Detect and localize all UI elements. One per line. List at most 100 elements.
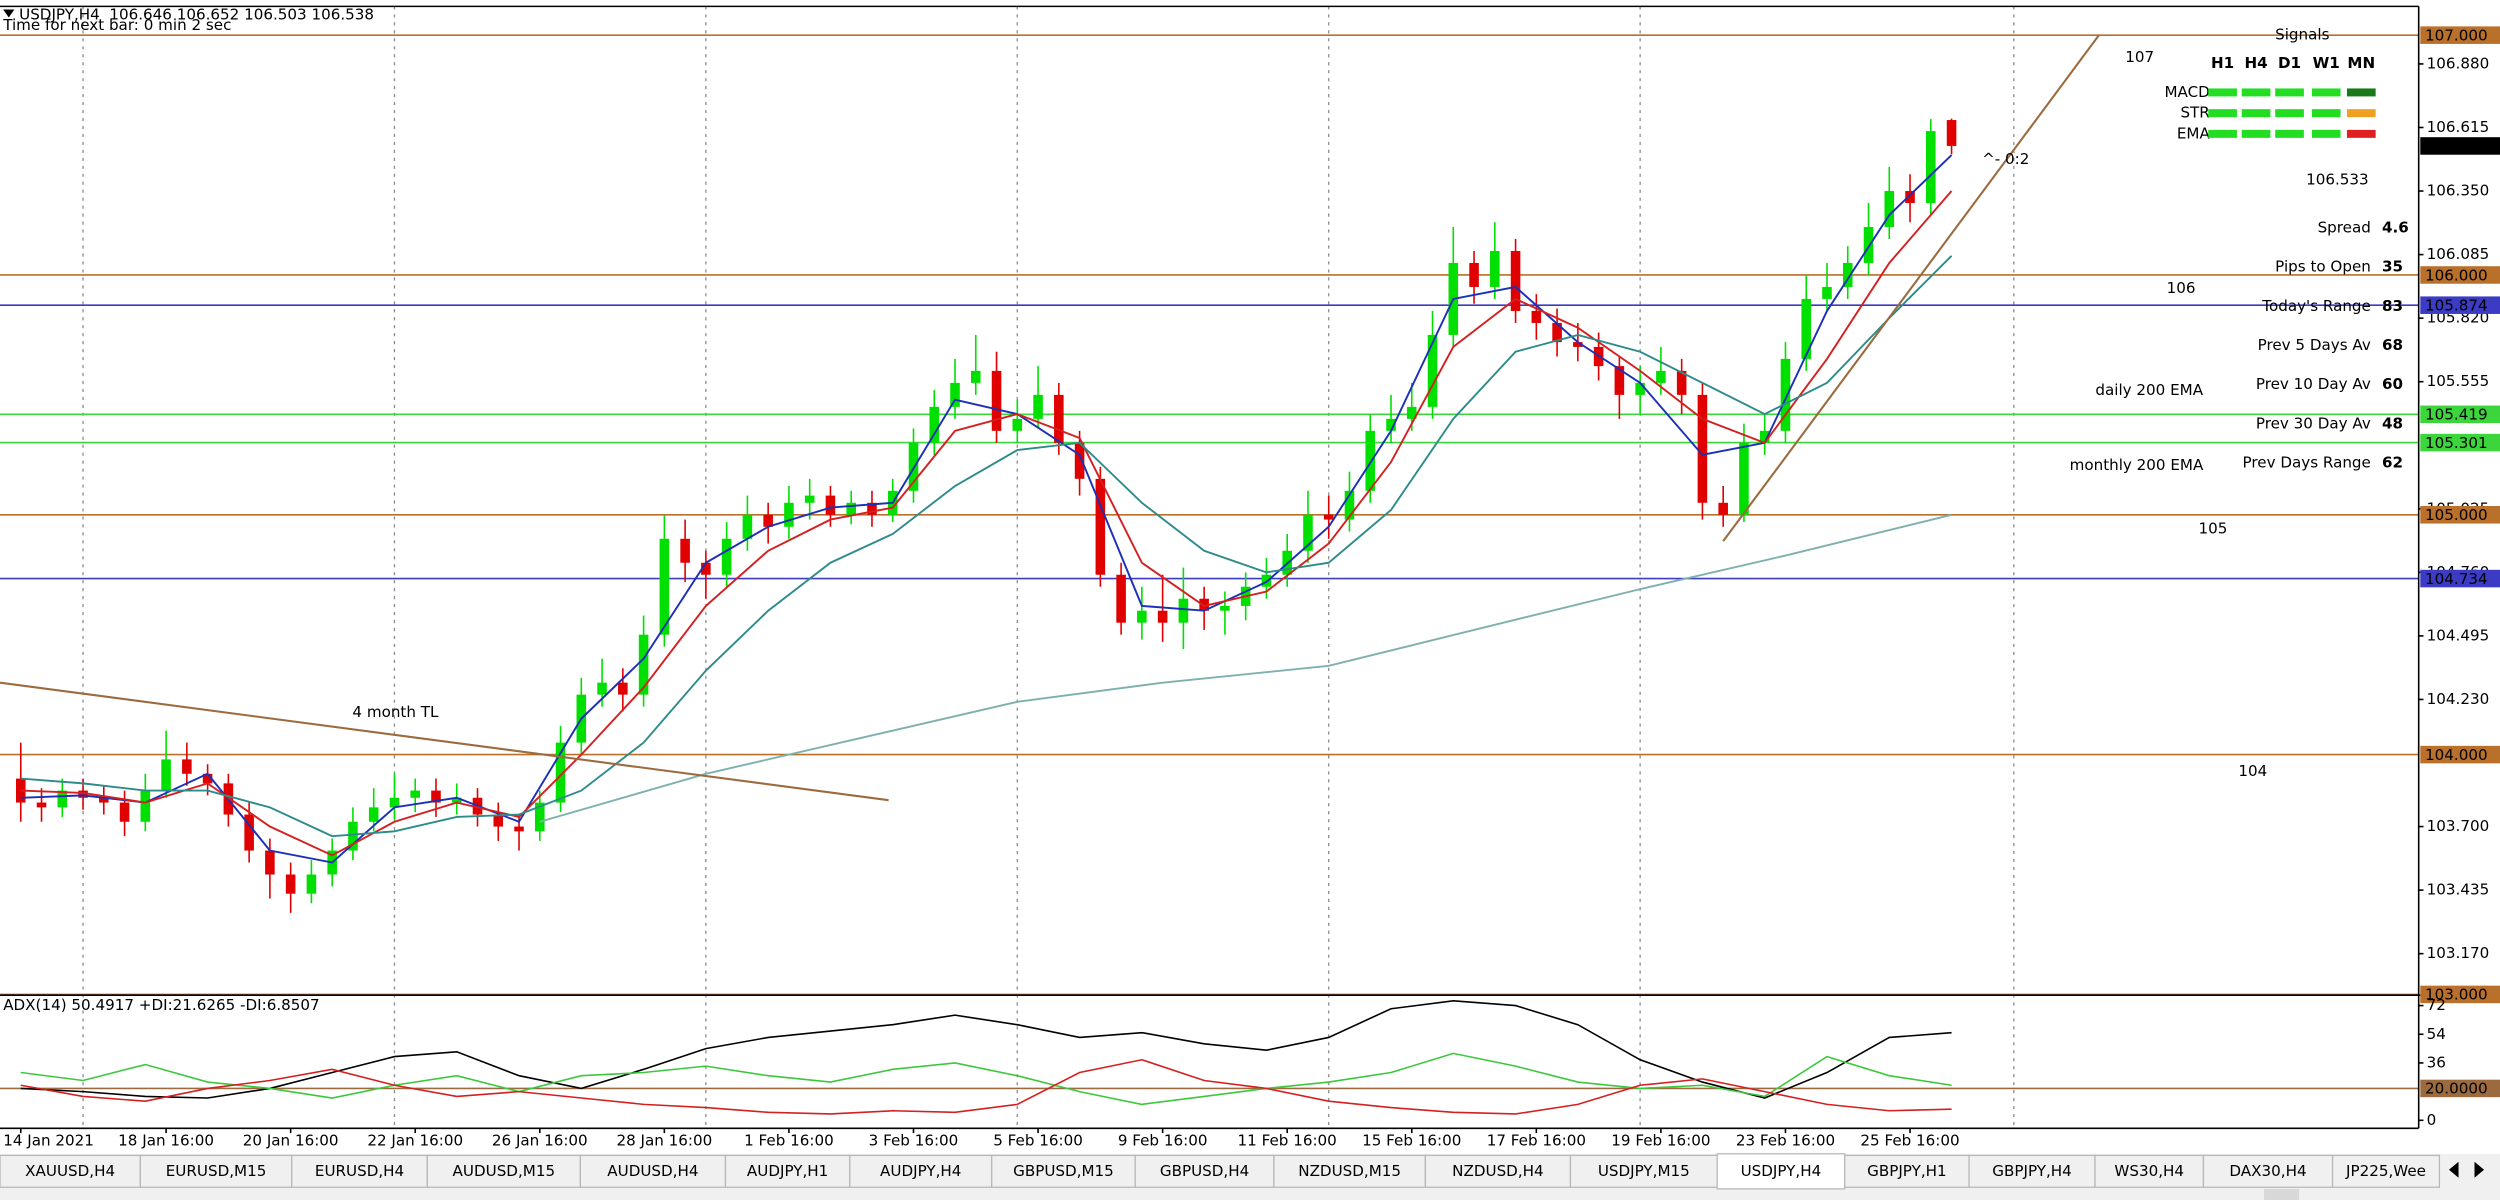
tab-background[interactable] xyxy=(0,1154,141,1188)
candle-body xyxy=(285,874,296,894)
overlay-layer: 107 106 105 104 4 month TL daily 200 EMA month… xyxy=(0,34,2267,802)
signal-indicator xyxy=(2346,129,2376,138)
tab-background[interactable] xyxy=(991,1154,1136,1188)
x-tick-label: 26 Jan 16:00 xyxy=(492,1132,588,1150)
tab-background[interactable] xyxy=(1273,1154,1427,1188)
candle-body xyxy=(1012,418,1023,431)
level-label: 107.000 xyxy=(2425,26,2488,44)
tab[interactable]: GBPUSD,H4 xyxy=(1134,1154,1275,1188)
tab-label[interactable]: EURUSD,M15 xyxy=(166,1162,267,1180)
candle-body xyxy=(1427,334,1438,407)
tab-label[interactable]: NZDUSD,H4 xyxy=(1452,1162,1543,1180)
info-value: 62 xyxy=(2382,454,2403,472)
tab[interactable]: AUDUSD,M15 xyxy=(426,1154,581,1188)
candle-body xyxy=(1759,430,1770,443)
tab-label[interactable]: USDJPY,M15 xyxy=(1598,1162,1690,1180)
tab-background[interactable] xyxy=(291,1154,428,1188)
level-label-box xyxy=(2420,745,2500,764)
tab-label[interactable]: GBPUSD,M15 xyxy=(1013,1162,1114,1180)
candle-body xyxy=(119,802,130,822)
annotation: monthly 200 EMA xyxy=(2070,456,2204,474)
candle-body xyxy=(1884,191,1895,228)
signal-indicator xyxy=(2311,109,2341,118)
y-tick-label: 103.170 xyxy=(2427,944,2490,962)
tab-background[interactable] xyxy=(2094,1154,2205,1188)
x-tick-label: 15 Feb 16:00 xyxy=(1362,1132,1461,1150)
tab-background[interactable] xyxy=(2331,1154,2441,1188)
tab-background[interactable] xyxy=(2202,1154,2334,1188)
tab-background[interactable] xyxy=(724,1154,851,1188)
tab[interactable]: EURUSD,H4 xyxy=(291,1154,428,1188)
tab[interactable]: USDJPY,H4 xyxy=(1716,1153,1846,1190)
tab-label[interactable]: AUDJPY,H1 xyxy=(747,1162,828,1180)
signals-row-label: STR xyxy=(2180,104,2210,122)
tab[interactable]: EURUSD,M15 xyxy=(139,1154,293,1188)
candle-body xyxy=(555,742,566,803)
axis-layer: 106.880106.615106.350106.085105.820105.5… xyxy=(3,26,2500,1150)
tab[interactable]: NZDUSD,H4 xyxy=(1424,1154,1572,1188)
tab-background[interactable] xyxy=(1569,1154,1718,1188)
signal-indicator xyxy=(2275,109,2304,118)
tab-background[interactable] xyxy=(1716,1153,1846,1190)
tab[interactable]: GBPJPY,H4 xyxy=(1968,1154,2096,1188)
moving-average-line xyxy=(539,513,1952,823)
signal-indicator xyxy=(2275,88,2304,97)
tab-background[interactable] xyxy=(849,1154,993,1188)
tab[interactable]: AUDJPY,H1 xyxy=(724,1154,851,1188)
tab-label[interactable]: AUDUSD,M15 xyxy=(453,1162,556,1180)
tab[interactable]: AUDUSD,H4 xyxy=(579,1154,727,1188)
tab-label[interactable]: WS30,H4 xyxy=(2114,1162,2184,1180)
x-tick-label: 19 Feb 16:00 xyxy=(1611,1132,1710,1150)
info-value: 35 xyxy=(2382,258,2403,276)
tab-label[interactable]: AUDUSD,H4 xyxy=(607,1162,698,1180)
tab[interactable]: GBPJPY,H1 xyxy=(1844,1154,1970,1188)
quote: 106.646 106.652 106.503 106.538 xyxy=(109,5,374,23)
tab[interactable]: DAX30,H4 xyxy=(2202,1154,2334,1188)
tab[interactable]: NZDUSD,M15 xyxy=(1273,1154,1427,1188)
tab-label[interactable]: JP225,Wee xyxy=(2345,1162,2426,1180)
candle-body xyxy=(265,850,275,875)
tab-label[interactable]: EURUSD,H4 xyxy=(315,1162,404,1180)
adx-y-tick-label: 0 xyxy=(2427,1111,2437,1129)
tab[interactable]: WS30,H4 xyxy=(2094,1154,2205,1188)
candle-body xyxy=(1780,358,1791,431)
tab[interactable]: AUDJPY,H4 xyxy=(849,1154,993,1188)
candle-body xyxy=(1718,502,1728,515)
x-tick-label: 5 Feb 16:00 xyxy=(993,1132,1083,1150)
tab-label[interactable]: XAUUSD,H4 xyxy=(25,1162,115,1180)
y-tick-label: 104.495 xyxy=(2427,626,2490,644)
scroll-thumb[interactable] xyxy=(2264,1188,2300,1200)
signals-column: MN xyxy=(2347,54,2375,72)
tab-scroll-left[interactable] xyxy=(2448,1161,2459,1178)
tab-label[interactable]: AUDJPY,H4 xyxy=(880,1162,961,1180)
tab[interactable]: JP225,Wee xyxy=(2331,1154,2441,1188)
tab-background[interactable] xyxy=(1844,1154,1970,1188)
tab-background[interactable] xyxy=(1134,1154,1275,1188)
x-tick-label: 23 Feb 16:00 xyxy=(1736,1132,1835,1150)
tab-label[interactable]: USDJPY,H4 xyxy=(1741,1162,1822,1180)
candle-body xyxy=(1116,574,1126,623)
tab-background[interactable] xyxy=(426,1154,581,1188)
tab-label[interactable]: GBPJPY,H4 xyxy=(1992,1162,2072,1180)
candle-body xyxy=(451,797,462,803)
candle-body xyxy=(1739,442,1749,515)
tab-label[interactable]: GBPJPY,H1 xyxy=(1867,1162,1947,1180)
candle-body xyxy=(1801,298,1812,359)
tab[interactable]: XAUUSD,H4 xyxy=(0,1154,141,1188)
tab-label[interactable]: NZDUSD,M15 xyxy=(1298,1162,1401,1180)
tab[interactable]: USDJPY,M15 xyxy=(1569,1154,1718,1188)
tab-scroll-right[interactable] xyxy=(2474,1161,2485,1178)
candle-body xyxy=(202,773,213,784)
signal-indicator xyxy=(2311,88,2341,97)
annotation: 104 xyxy=(2238,762,2267,780)
tab-label[interactable]: GBPUSD,H4 xyxy=(1160,1162,1249,1180)
tab[interactable]: GBPUSD,M15 xyxy=(991,1154,1136,1188)
candle-body xyxy=(659,538,670,635)
tab-label[interactable]: DAX30,H4 xyxy=(2229,1162,2306,1180)
level-label-box xyxy=(2420,266,2500,284)
tab-background[interactable] xyxy=(1424,1154,1572,1188)
candle-body xyxy=(1822,286,1832,299)
menu-arrow[interactable] xyxy=(3,9,15,18)
